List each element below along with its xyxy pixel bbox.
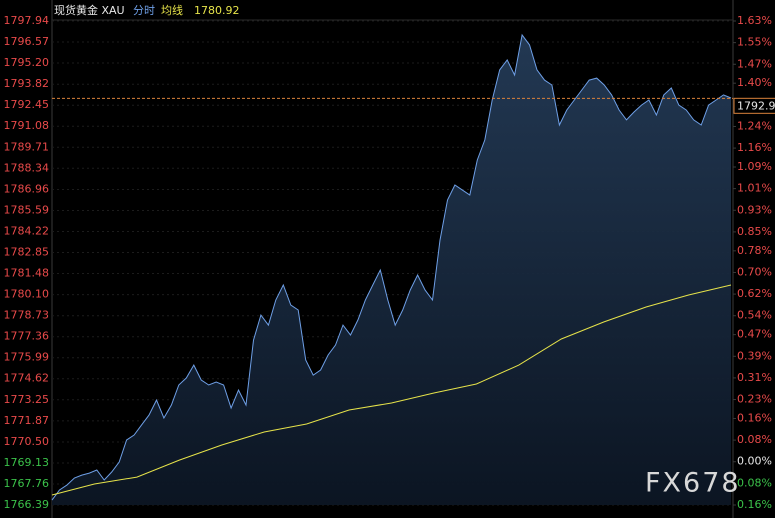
- y2-tick-label: 1.01%: [737, 182, 772, 195]
- y2-tick-label: 1.55%: [737, 36, 772, 49]
- y-tick-label: 1797.94: [4, 14, 50, 27]
- y-tick-label: 1793.82: [4, 77, 50, 90]
- y-tick-label: 1770.50: [4, 435, 50, 448]
- y-tick-label: 1780.10: [4, 288, 50, 301]
- y2-tick-label: 0.08%: [737, 433, 772, 446]
- y2-tick-label: 0.31%: [737, 371, 772, 384]
- y2-tick-label: 0.16%: [737, 498, 772, 511]
- watermark: FX678: [645, 468, 741, 499]
- y-tick-label: 1766.39: [4, 498, 50, 511]
- y-tick-label: 1796.57: [4, 35, 50, 48]
- ma-line: [51, 284, 732, 496]
- y-tick-label: 1777.36: [4, 330, 50, 343]
- y-tick-label: 1778.73: [4, 309, 50, 322]
- ma-value: 1780.92: [194, 4, 240, 17]
- y2-tick-label: 1.40%: [737, 76, 772, 89]
- y-tick-label: 1781.48: [4, 267, 50, 280]
- y-tick-label: 1782.85: [4, 245, 50, 258]
- y2-tick-label: 1.63%: [737, 14, 772, 27]
- y-tick-label: 1769.13: [4, 456, 50, 469]
- y-tick-label: 1786.96: [4, 182, 50, 195]
- y2-tick-label: 0.16%: [737, 411, 772, 424]
- y2-tick-label: 0.54%: [737, 309, 772, 322]
- y2-tick-label: 1.24%: [737, 119, 772, 132]
- price-area: [52, 35, 731, 505]
- y2-tick-label: 0.93%: [737, 203, 772, 216]
- y2-tick-label: 1.09%: [737, 160, 772, 173]
- y2-tick-label: 0.39%: [737, 349, 772, 362]
- y2-tick-label: 0.85%: [737, 225, 772, 238]
- y-tick-label: 1795.20: [4, 56, 50, 69]
- last-price-label: 1792.9: [737, 99, 775, 112]
- y2-tick-label: 0.70%: [737, 265, 772, 278]
- y2-tick-label: 0.00%: [737, 455, 772, 468]
- y2-tick-label: 0.62%: [737, 287, 772, 300]
- y2-tick-label: 0.23%: [737, 393, 772, 406]
- last-price-box: [733, 97, 775, 114]
- y2-tick-label: 1.16%: [737, 141, 772, 154]
- y-tick-label: 1767.76: [4, 477, 50, 490]
- y-tick-label: 1774.62: [4, 372, 50, 385]
- y-tick-label: 1791.08: [4, 119, 50, 132]
- y-tick-label: 1789.71: [4, 140, 50, 153]
- y-tick-label: 1788.34: [4, 161, 50, 174]
- y2-tick-label: 0.78%: [737, 244, 772, 257]
- y-tick-label: 1784.22: [4, 224, 50, 237]
- y2-tick-label: 0.08%: [737, 476, 772, 489]
- mode: 分时: [133, 4, 155, 17]
- ma-label: 均线: [161, 3, 183, 17]
- y2-tick-label: 0.47%: [737, 328, 772, 341]
- y2-tick-label: 1.47%: [737, 57, 772, 70]
- y-tick-label: 1785.59: [4, 203, 50, 216]
- instrument: 现货黄金 XAU: [54, 3, 125, 17]
- y-tick-label: 1773.25: [4, 393, 50, 406]
- y-tick-label: 1771.87: [4, 414, 50, 427]
- price-line: [51, 33, 732, 501]
- y-tick-label: 1775.99: [4, 351, 50, 364]
- y-tick-label: 1792.45: [4, 98, 50, 111]
